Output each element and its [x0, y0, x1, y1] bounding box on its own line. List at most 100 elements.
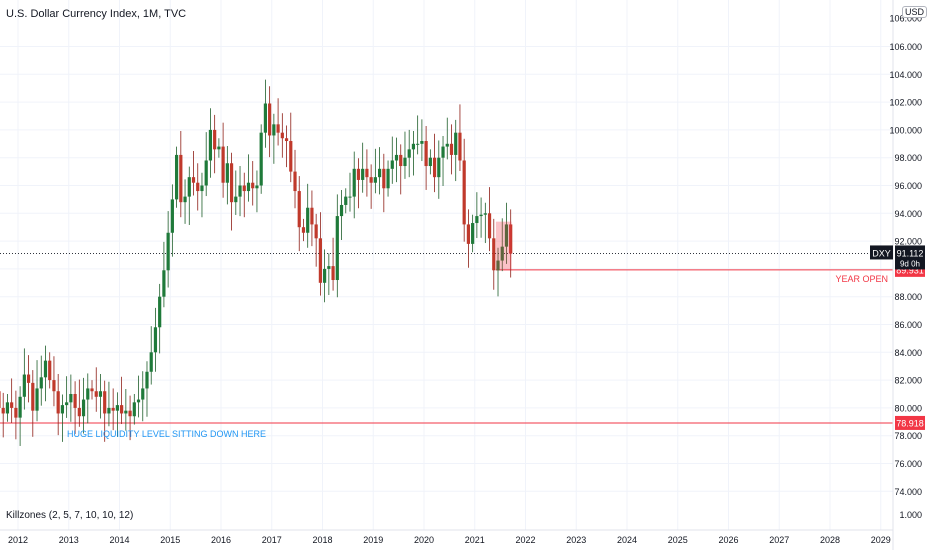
x-tick-label: 2019 [363, 535, 383, 545]
candle [86, 373, 90, 424]
indicator-label[interactable]: Killzones (2, 5, 7, 10, 10, 12) [6, 510, 134, 521]
candle [403, 131, 407, 179]
candle [1, 392, 5, 438]
candle-body [0, 391, 1, 408]
candle-body [487, 213, 492, 239]
candle [268, 86, 272, 158]
y-tick-label: 96.000 [894, 181, 922, 191]
candle-body [377, 168, 382, 178]
candle-body [416, 143, 420, 145]
candle [120, 376, 124, 425]
candle-body [268, 103, 272, 136]
last-price-value: 91.112 [897, 248, 924, 258]
candle [81, 377, 86, 434]
candle [187, 166, 191, 225]
candle [18, 386, 22, 446]
candle [407, 129, 411, 178]
candle-body [348, 196, 352, 198]
y-tick-label: 104.000 [889, 70, 922, 80]
candle-body [432, 157, 437, 178]
candle [361, 142, 365, 193]
candle [483, 202, 487, 244]
bar-countdown: 9d 0h [900, 259, 920, 268]
candle-body [1, 407, 5, 414]
candle-body [90, 388, 94, 392]
candle-body [454, 132, 458, 155]
candle-body [69, 394, 73, 403]
candle-body [462, 160, 466, 225]
candle [48, 352, 52, 389]
candle-body [314, 224, 318, 239]
candle-body [213, 129, 217, 150]
y-tick-label: 102.000 [889, 98, 922, 108]
candle-body [394, 154, 399, 161]
candle-body [428, 157, 432, 167]
candle [77, 379, 81, 427]
candle-body [390, 160, 394, 169]
candle [213, 114, 217, 174]
x-tick-label: 2025 [668, 535, 688, 545]
candle-body [483, 213, 487, 215]
candle-body [500, 246, 504, 261]
candle-body [98, 391, 103, 397]
candle-body [26, 374, 31, 383]
candle [454, 119, 458, 182]
candle-body [56, 391, 60, 414]
candle [242, 172, 246, 218]
candle-body [77, 407, 81, 417]
candle [428, 149, 432, 175]
candle-body [5, 402, 10, 414]
candle-body [475, 216, 479, 224]
x-tick-label: 2017 [262, 535, 282, 545]
candle [432, 133, 437, 193]
candle [445, 117, 449, 160]
candle [369, 164, 373, 209]
candle-body [386, 168, 390, 189]
candle-body [162, 270, 166, 297]
candle-body [466, 224, 471, 244]
candle-body [335, 216, 339, 281]
candle [0, 391, 1, 408]
candle-body [280, 132, 284, 139]
candle [166, 211, 170, 288]
y-tick-label: 86.000 [894, 320, 922, 330]
candle [170, 184, 174, 257]
candle [373, 148, 377, 194]
candle-body [153, 327, 158, 353]
candle [394, 137, 399, 183]
candle [22, 348, 26, 410]
candle-body [420, 141, 424, 144]
candle-body [14, 407, 18, 418]
candle [365, 149, 369, 197]
candle-body [238, 185, 242, 197]
candle [356, 158, 361, 209]
currency-badge[interactable]: USD [902, 6, 928, 18]
candle-body [373, 177, 377, 183]
candle [458, 104, 462, 172]
candle-body [496, 260, 500, 271]
symbol-tag [870, 245, 893, 260]
candle [251, 161, 255, 206]
candle-body [289, 141, 293, 172]
candle-body [221, 146, 225, 183]
candle [115, 392, 119, 437]
candle [504, 202, 509, 264]
candle-body [441, 146, 445, 158]
candle-body [191, 177, 196, 183]
x-tick-label: 2015 [160, 535, 180, 545]
candle [35, 360, 39, 422]
candle [69, 374, 73, 422]
candle-body [361, 168, 365, 180]
candle-body [424, 141, 428, 167]
candle [107, 381, 111, 427]
candle [217, 138, 221, 158]
x-tick-label: 2024 [617, 535, 637, 545]
candle [327, 253, 331, 296]
candle-body [73, 394, 77, 408]
candle [462, 138, 466, 242]
chart-grid [0, 0, 893, 530]
range-highlight-box [495, 221, 512, 271]
liquidity-label: HUGE LIQUIDITY LEVEL SITTING DOWN HERE [67, 429, 266, 439]
candle-body [479, 214, 483, 217]
